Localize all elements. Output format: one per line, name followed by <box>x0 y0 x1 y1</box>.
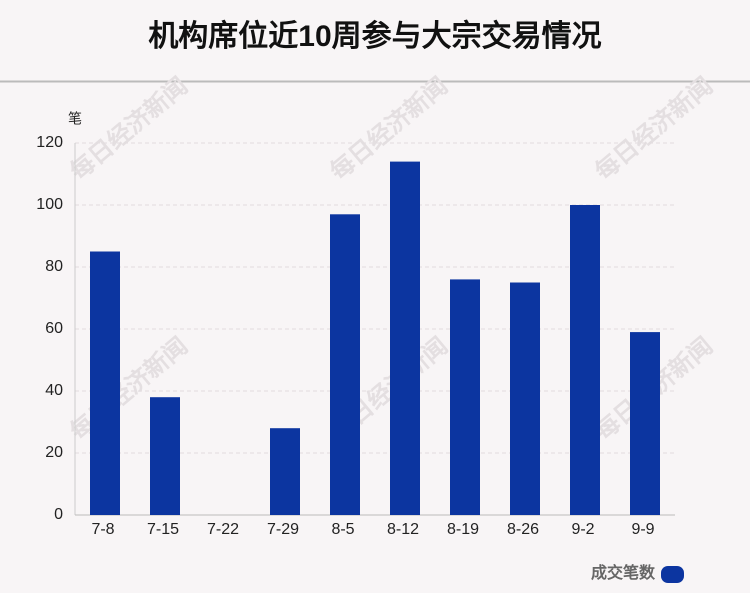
x-tick-label: 7-8 <box>91 521 114 538</box>
x-tick-label: 7-15 <box>147 521 179 538</box>
y-tick-label: 40 <box>45 382 63 399</box>
y-tick-label: 20 <box>45 444 63 461</box>
y-tick-label: 80 <box>45 258 63 275</box>
y-tick-label: 0 <box>54 506 63 523</box>
bar <box>270 428 300 515</box>
x-tick-label: 8-5 <box>331 521 354 538</box>
bar <box>510 282 540 515</box>
bar <box>330 214 360 516</box>
bar <box>630 332 660 515</box>
x-tick-label: 9-9 <box>631 521 654 538</box>
legend-label: 成交笔数 <box>591 563 656 582</box>
y-tick-label: 100 <box>36 196 63 213</box>
legend-swatch <box>661 566 684 583</box>
x-tick-label: 9-2 <box>571 521 594 538</box>
x-tick-label: 8-12 <box>387 521 419 538</box>
bar <box>90 251 120 515</box>
y-tick-label: 120 <box>36 134 63 151</box>
y-axis-label: 笔 <box>68 111 82 127</box>
chart-title: 机构席位近10周参与大宗交易情况 <box>148 19 601 53</box>
x-tick-label: 7-29 <box>267 521 299 538</box>
bar <box>570 205 600 515</box>
x-tick-label: 7-22 <box>207 521 239 538</box>
x-tick-label: 8-19 <box>447 521 479 538</box>
bar <box>390 161 420 515</box>
y-tick-label: 60 <box>45 320 63 337</box>
x-tick-label: 8-26 <box>507 521 539 538</box>
bar <box>450 279 480 515</box>
bar <box>150 397 180 515</box>
